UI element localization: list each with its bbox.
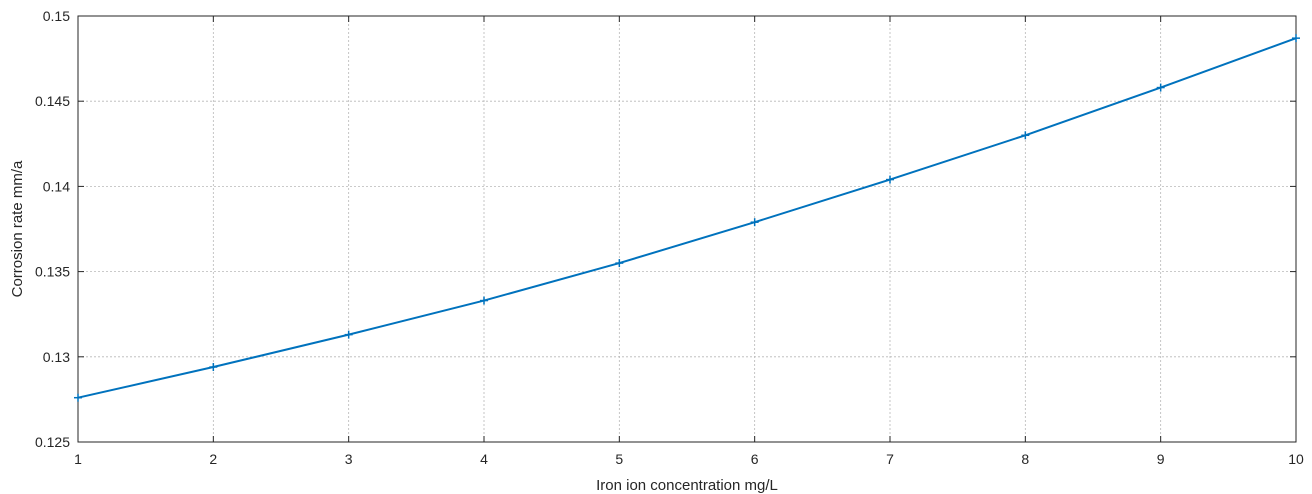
y-tick-label: 0.13 bbox=[43, 349, 70, 365]
x-tick-label: 9 bbox=[1157, 451, 1165, 467]
data-point-marker bbox=[74, 393, 82, 402]
axis-ticks: 1 2 3 4 5 6 7 8 9 10 0.125 0.13 0.135 0.14 0.145 0.15 bbox=[35, 8, 1304, 467]
data-point-marker bbox=[615, 259, 624, 268]
x-tick-label: 1 bbox=[74, 451, 82, 467]
x-tick-label: 2 bbox=[209, 451, 217, 467]
y-tick-label: 0.145 bbox=[35, 93, 70, 109]
data-point-marker bbox=[1021, 131, 1030, 140]
x-tick-label: 3 bbox=[345, 451, 353, 467]
data-point-marker bbox=[1156, 83, 1165, 92]
data-point-marker bbox=[209, 363, 218, 372]
y-tick-label: 0.135 bbox=[35, 264, 70, 280]
x-axis-label: Iron ion concentration mg/L bbox=[596, 477, 778, 494]
series-line bbox=[77, 37, 1297, 399]
x-tick-label: 6 bbox=[751, 451, 759, 467]
grid bbox=[78, 16, 1296, 442]
y-tick-label: 0.125 bbox=[35, 434, 70, 450]
x-tick-label: 10 bbox=[1288, 451, 1304, 467]
x-tick-label: 7 bbox=[886, 451, 894, 467]
data-point-marker bbox=[480, 296, 488, 305]
data-point-marker bbox=[750, 218, 759, 227]
x-tick-label: 4 bbox=[480, 451, 488, 467]
series-layer bbox=[74, 34, 1300, 402]
data-point-marker bbox=[1292, 34, 1300, 43]
data-point-marker bbox=[886, 175, 894, 184]
y-tick-label: 0.15 bbox=[43, 8, 70, 24]
x-tick-label: 5 bbox=[615, 451, 623, 467]
y-tick-label: 0.14 bbox=[43, 178, 70, 194]
data-point-marker bbox=[344, 330, 353, 339]
y-axis-label: Corrosion rate mm/a bbox=[9, 160, 26, 297]
x-tick-label: 8 bbox=[1021, 451, 1029, 467]
plot-area-box bbox=[77, 15, 1297, 443]
